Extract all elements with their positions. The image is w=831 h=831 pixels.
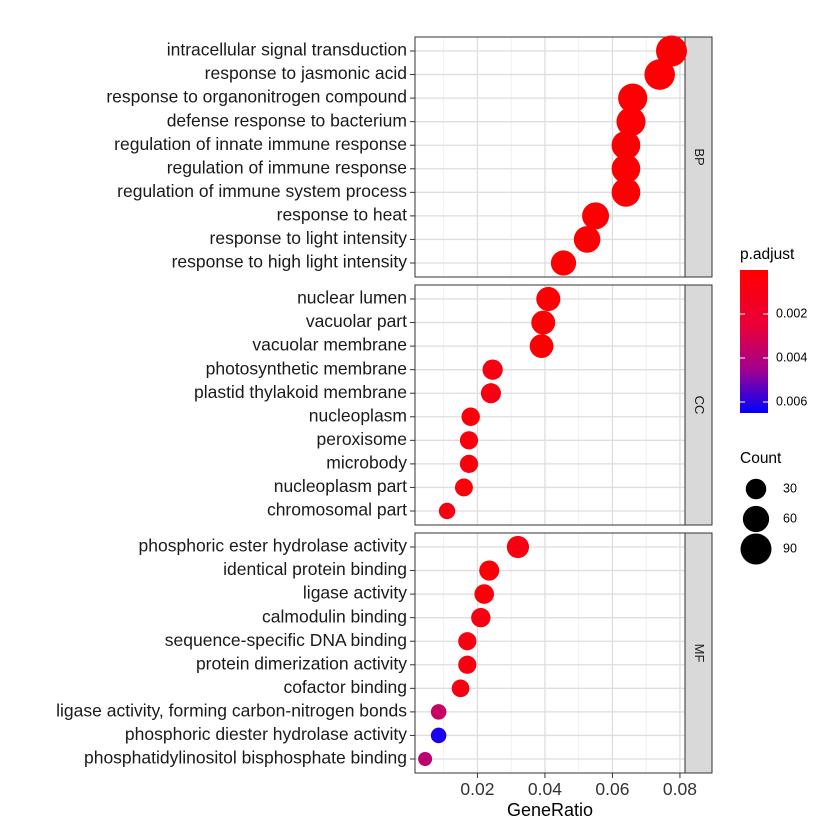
facet-panel-bp: BP intracellular signal transduction respo… — [106, 35, 713, 278]
count-legend-title: Count — [740, 450, 782, 467]
category-label: ligase activity — [303, 583, 407, 603]
data-point — [573, 226, 601, 253]
category-label: microbody — [326, 453, 407, 473]
data-point — [471, 607, 491, 628]
facet-strip — [684, 532, 713, 774]
data-point — [459, 431, 479, 450]
x-tick-label: 0.04 — [528, 779, 562, 799]
p-adjust-colorbar — [740, 270, 768, 413]
data-point — [536, 286, 561, 312]
category-label: nucleoplasm part — [274, 476, 407, 496]
facet-panels: BP intracellular signal transduction respo… — [56, 35, 713, 774]
category-label: response to light intensity — [210, 228, 408, 248]
category-label: photosynthetic membrane — [206, 358, 407, 378]
category-label: ligase activity, forming carbon-nitrogen… — [56, 701, 407, 721]
x-axis-title: GeneRatio — [507, 800, 593, 820]
category-label: chromosomal part — [267, 500, 407, 520]
data-point — [430, 704, 447, 720]
category-label: sequence-specific DNA binding — [165, 630, 407, 650]
data-point — [644, 59, 675, 90]
data-point — [459, 454, 479, 473]
category-label: calmodulin binding — [262, 606, 407, 626]
category-label: identical protein binding — [223, 559, 407, 579]
data-point — [616, 107, 646, 137]
facet-strip-label: MF — [692, 644, 707, 663]
count-legend-dot — [745, 478, 767, 500]
data-point — [458, 632, 477, 651]
category-label: vacuolar membrane — [252, 335, 407, 355]
category-label: response to heat — [277, 205, 408, 225]
category-label: phosphoric diester hydrolase activity — [125, 724, 407, 744]
category-label: phosphoric ester hydrolase activity — [139, 536, 408, 556]
x-tick-label: 0.02 — [460, 779, 494, 799]
facet-strip-label: CC — [692, 396, 707, 415]
data-point — [482, 359, 503, 380]
data-point — [611, 177, 641, 207]
x-tick-label: 0.08 — [663, 779, 697, 799]
panel-background — [414, 36, 686, 278]
data-point — [529, 334, 554, 358]
category-label: plastid thylakoid membrane — [194, 382, 407, 402]
colorbar-tick-label: 0.002 — [776, 306, 807, 320]
facet-panel-cc: CC nuclear lumen vacuolar part vacuolar mem… — [194, 284, 713, 526]
facet-strip-label: BP — [692, 148, 707, 165]
category-label: phosphatidylinositol bisphosphate bindin… — [84, 748, 407, 768]
x-axis: 0.02 0.04 0.06 0.08 — [460, 773, 697, 799]
data-point — [531, 310, 556, 335]
data-point — [438, 502, 456, 520]
data-point — [479, 560, 500, 581]
category-label: regulation of immune response — [167, 157, 407, 177]
data-point — [550, 250, 577, 276]
category-label: intracellular signal transduction — [167, 40, 407, 60]
panel-background — [414, 532, 686, 774]
count-legend: Count 30 60 90 — [740, 450, 797, 565]
category-label: regulation of innate immune response — [114, 134, 407, 154]
data-point — [430, 727, 447, 744]
data-point — [454, 478, 473, 497]
count-legend-label: 60 — [783, 511, 797, 525]
data-point — [451, 679, 470, 698]
data-point — [474, 584, 494, 604]
x-tick-label: 0.06 — [595, 779, 629, 799]
category-label: nuclear lumen — [297, 288, 407, 308]
colorbar-tick-label: 0.004 — [776, 350, 807, 364]
category-label: protein dimerization activity — [196, 653, 407, 673]
p-adjust-legend-title: p.adjust — [740, 246, 795, 263]
facet-panel-mf: MF phosphoric ester hydrolase activity ide… — [56, 532, 713, 774]
data-point — [656, 35, 687, 67]
category-label: response to high light intensity — [172, 252, 408, 272]
data-point — [611, 130, 641, 160]
facet-strip — [684, 284, 713, 526]
colorbar-tick-label: 0.006 — [776, 394, 807, 408]
category-label: regulation of immune system process — [117, 181, 407, 201]
category-label: response to organonitrogen compound — [106, 87, 407, 107]
count-legend-label: 90 — [783, 541, 797, 555]
category-label: defense response to bacterium — [167, 110, 407, 130]
count-legend-dot — [742, 505, 770, 533]
data-point — [618, 83, 648, 113]
data-point — [582, 202, 610, 230]
data-point — [461, 407, 480, 426]
category-label: cofactor binding — [283, 677, 407, 697]
data-point — [611, 154, 641, 184]
data-point — [458, 655, 477, 674]
category-label: vacuolar part — [306, 311, 407, 331]
data-point — [506, 535, 530, 559]
category-label: peroxisome — [317, 429, 407, 449]
count-legend-dot — [740, 533, 772, 565]
data-point — [418, 752, 433, 766]
facet-strip — [684, 36, 713, 278]
category-label: response to jasmonic acid — [205, 63, 407, 83]
count-legend-label: 30 — [783, 481, 797, 495]
p-adjust-legend: p.adjust 0.002 0.004 0.006 — [740, 246, 807, 413]
category-label: nucleoplasm — [309, 405, 407, 425]
data-point — [480, 383, 501, 404]
